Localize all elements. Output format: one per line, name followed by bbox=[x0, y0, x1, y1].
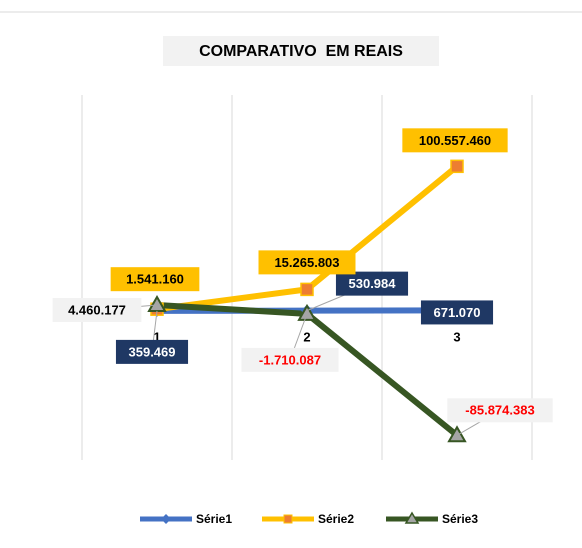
x-tick-label: 3 bbox=[453, 329, 460, 344]
data-label: 671.070 bbox=[434, 305, 481, 320]
data-label: 530.984 bbox=[349, 276, 397, 291]
data-label: 359.469 bbox=[129, 344, 176, 359]
data-label: 1.541.160 bbox=[126, 272, 184, 287]
data-label: -1.710.087 bbox=[259, 352, 321, 367]
legend-label: Série1 bbox=[196, 512, 232, 526]
x-tick-label: 2 bbox=[303, 329, 310, 344]
legend-label: Série2 bbox=[318, 512, 354, 526]
legend-marker bbox=[284, 515, 292, 523]
legend-label: Série3 bbox=[442, 512, 478, 526]
chart-title: COMPARATIVO EM REAIS bbox=[199, 43, 403, 60]
data-label: 100.557.460 bbox=[419, 133, 491, 148]
data-label: 4.460.177 bbox=[68, 302, 126, 317]
data-label: 15.265.803 bbox=[274, 255, 339, 270]
marker bbox=[451, 160, 463, 172]
data-label: -85.874.383 bbox=[465, 403, 534, 418]
marker bbox=[301, 283, 313, 295]
